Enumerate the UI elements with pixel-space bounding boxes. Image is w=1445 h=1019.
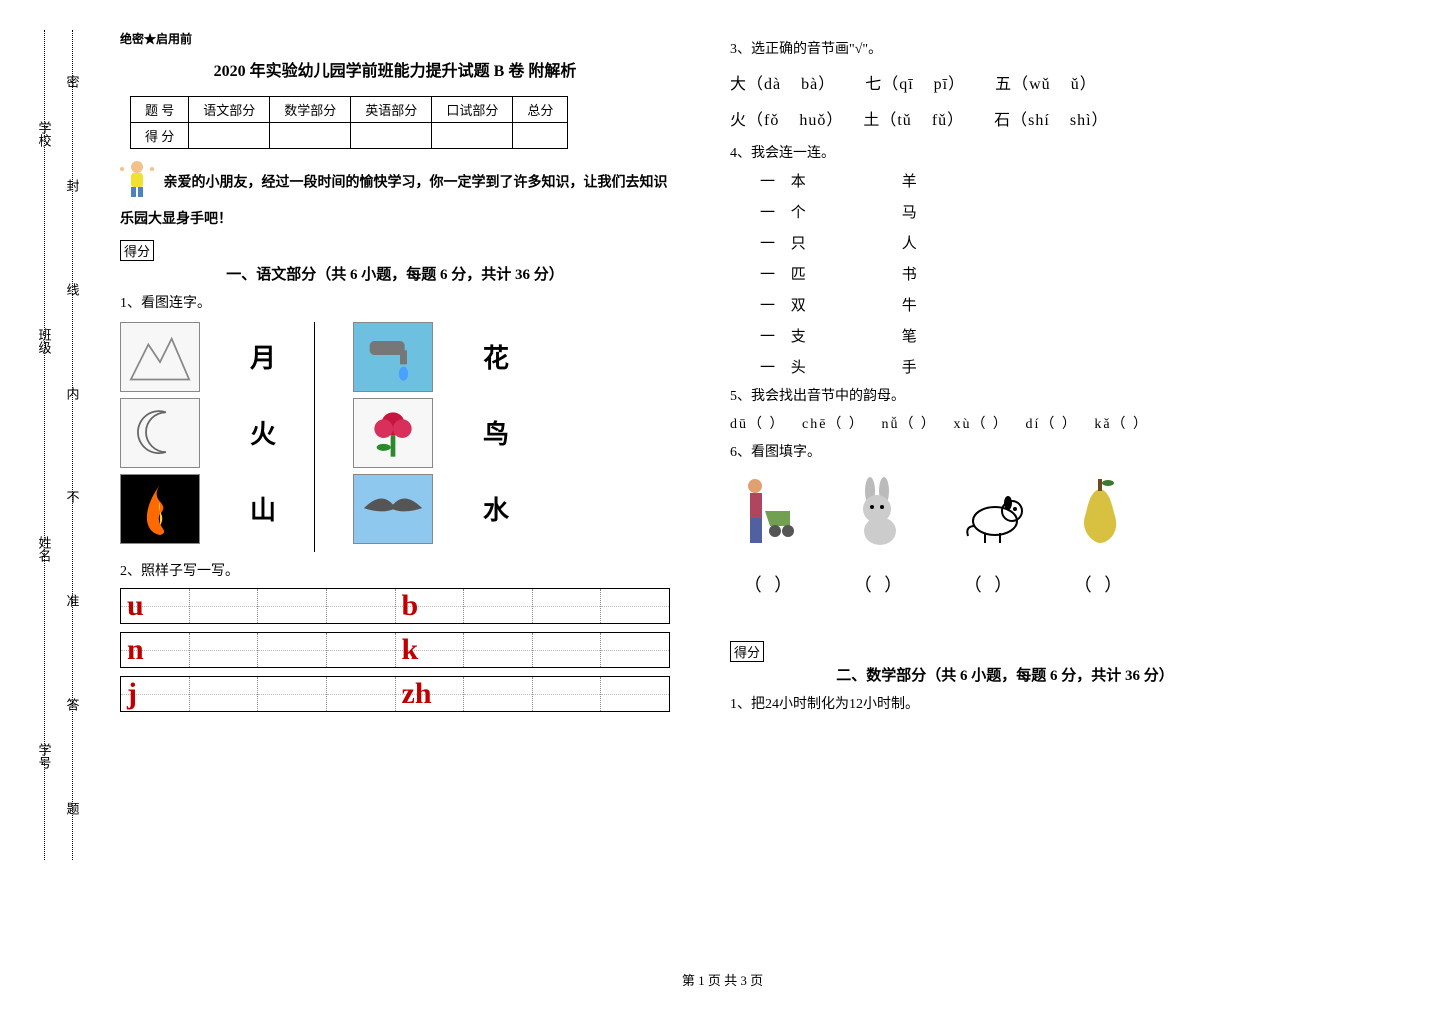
q4-label: 4、我会连一连。 <box>730 142 1280 162</box>
q4-r-6: 手 <box>902 356 923 377</box>
q3-row-1: 火（fǒ huǒ） 土（tǔ fǔ） 石（shí shì） <box>730 106 1280 130</box>
q5-label: 5、我会找出音节中的韵母。 <box>730 385 1280 405</box>
q1-pic-moon <box>120 398 200 468</box>
q1-pic-bird <box>353 474 433 544</box>
q6-item-rabbit: （ ） <box>840 471 920 597</box>
q2-row-0: u b <box>120 588 670 624</box>
intro-text: 亲爱的小朋友，经过一段时间的愉快学习，你一定学到了许多知识，让我们去知识乐园大显… <box>120 159 670 232</box>
q1-label: 1、看图连字。 <box>120 292 670 312</box>
q4-right-col: 羊 马 人 书 牛 笔 手 <box>902 170 923 377</box>
q2-sample-r1: k <box>396 633 425 666</box>
q4-l-0: 一 本 <box>760 170 812 191</box>
score-h-5: 总分 <box>513 97 568 123</box>
kid-icon <box>120 159 154 208</box>
q3-label: 3、选正确的音节画"√"。 <box>730 38 1280 58</box>
q6-row: （ ） （ ） <box>730 471 1280 597</box>
q6-label: 6、看图填字。 <box>730 441 1280 461</box>
binding-inner-col: 密 封 线 内 不 准 答 题 <box>58 30 86 860</box>
q2-grid: u b n k j zh <box>120 588 670 712</box>
q6-slot-3: （ ） <box>1074 571 1127 597</box>
q4-r-3: 书 <box>902 263 923 284</box>
q6-slot-2: （ ） <box>964 571 1017 597</box>
score-badge-math: 得分 <box>730 641 764 662</box>
q5-items: dū（ ） chē（ ） nǚ（ ） xù（ ） dí（ ） kǎ（ ） <box>730 413 1280 433</box>
score-value-row: 得 分 <box>131 123 568 149</box>
right-column: 3、选正确的音节画"√"。 大（dà bà） 七（qī pī） 五（wǔ ǔ） … <box>720 30 1290 950</box>
q6-item-dog: （ ） <box>950 471 1030 597</box>
q1-char-r1: 鸟 <box>483 414 509 451</box>
q4-l-1: 一 个 <box>760 201 812 222</box>
score-table: 题 号 语文部分 数学部分 英语部分 口试部分 总分 得 分 <box>130 96 568 149</box>
q1-pic-flower <box>353 398 433 468</box>
score-header-row: 题 号 语文部分 数学部分 英语部分 口试部分 总分 <box>131 97 568 123</box>
section-chinese-title: 一、语文部分（共 6 小题，每题 6 分，共计 36 分） <box>120 263 670 284</box>
q4-r-5: 笔 <box>902 325 923 346</box>
q2-row-2: j zh <box>120 676 670 712</box>
q4-r-0: 羊 <box>902 170 923 191</box>
score-row-label: 得 分 <box>131 123 189 149</box>
q4-r-4: 牛 <box>902 294 923 315</box>
q6-slot-0: （ ） <box>744 571 797 597</box>
left-column: 绝密★启用前 2020 年实验幼儿园学前班能力提升试题 B 卷 附解析 题 号 … <box>110 30 680 950</box>
q6-item-pear: （ ） <box>1060 471 1140 597</box>
q2-sample-l0: u <box>121 589 150 622</box>
q6-item-stroller: （ ） <box>730 471 810 597</box>
q1-pic-fire <box>120 474 200 544</box>
q4-matching: 一 本 一 个 一 只 一 匹 一 双 一 支 一 头 羊 马 人 书 牛 笔 … <box>760 170 1280 377</box>
q2-sample-r0: b <box>396 589 425 622</box>
q1-divider <box>314 322 315 552</box>
q4-r-1: 马 <box>902 201 923 222</box>
q2-label: 2、照样子写一写。 <box>120 560 670 580</box>
q2-sample-l2: j <box>121 677 143 710</box>
q1-char-0: 月 <box>250 338 276 375</box>
q4-left-col: 一 本 一 个 一 只 一 匹 一 双 一 支 一 头 <box>760 170 812 377</box>
q4-r-2: 人 <box>902 232 923 253</box>
q1-char-r0: 花 <box>483 338 509 375</box>
binding-strip: 学校 班级 姓名 学号 密 封 线 内 不 准 答 题 <box>30 30 90 860</box>
q1-char-1: 火 <box>250 414 276 451</box>
q4-l-2: 一 只 <box>760 232 812 253</box>
binding-outer-col: 学校 班级 姓名 学号 <box>30 30 58 860</box>
math-q1-label: 1、把24小时制化为12小时制。 <box>730 693 1280 713</box>
q1-char-r2: 水 <box>483 490 509 527</box>
score-h-2: 数学部分 <box>270 97 351 123</box>
score-h-3: 英语部分 <box>351 97 432 123</box>
q2-sample-l1: n <box>121 633 150 666</box>
q2-sample-r2: zh <box>396 677 438 710</box>
score-h-0: 题 号 <box>131 97 189 123</box>
q4-l-5: 一 支 <box>760 325 812 346</box>
score-h-1: 语文部分 <box>189 97 270 123</box>
page-columns: 绝密★启用前 2020 年实验幼儿园学前班能力提升试题 B 卷 附解析 题 号 … <box>110 30 1420 950</box>
score-badge-chinese: 得分 <box>120 240 154 261</box>
intro-body: 亲爱的小朋友，经过一段时间的愉快学习，你一定学到了许多知识，让我们去知识乐园大显… <box>120 176 668 227</box>
q1-left-pics: 月 火 山 <box>120 322 276 552</box>
q1-char-2: 山 <box>250 490 276 527</box>
q2-row-1: n k <box>120 632 670 668</box>
q4-l-6: 一 头 <box>760 356 812 377</box>
q6-slot-1: （ ） <box>854 571 907 597</box>
q1-matching: 月 火 山 <box>120 322 670 552</box>
q1-pic-mountain <box>120 322 200 392</box>
q4-l-3: 一 匹 <box>760 263 812 284</box>
score-h-4: 口试部分 <box>432 97 513 123</box>
page-footer: 第 1 页 共 3 页 <box>0 970 1445 989</box>
q3-row-0: 大（dà bà） 七（qī pī） 五（wǔ ǔ） <box>730 70 1280 94</box>
q4-l-4: 一 双 <box>760 294 812 315</box>
exam-title: 2020 年实验幼儿园学前班能力提升试题 B 卷 附解析 <box>120 57 670 81</box>
q1-pic-tap <box>353 322 433 392</box>
q1-right-pics: 花 鸟 水 <box>353 322 509 552</box>
confidential-label: 绝密★启用前 <box>120 30 670 47</box>
section-math-title: 二、数学部分（共 6 小题，每题 6 分，共计 36 分） <box>730 664 1280 685</box>
